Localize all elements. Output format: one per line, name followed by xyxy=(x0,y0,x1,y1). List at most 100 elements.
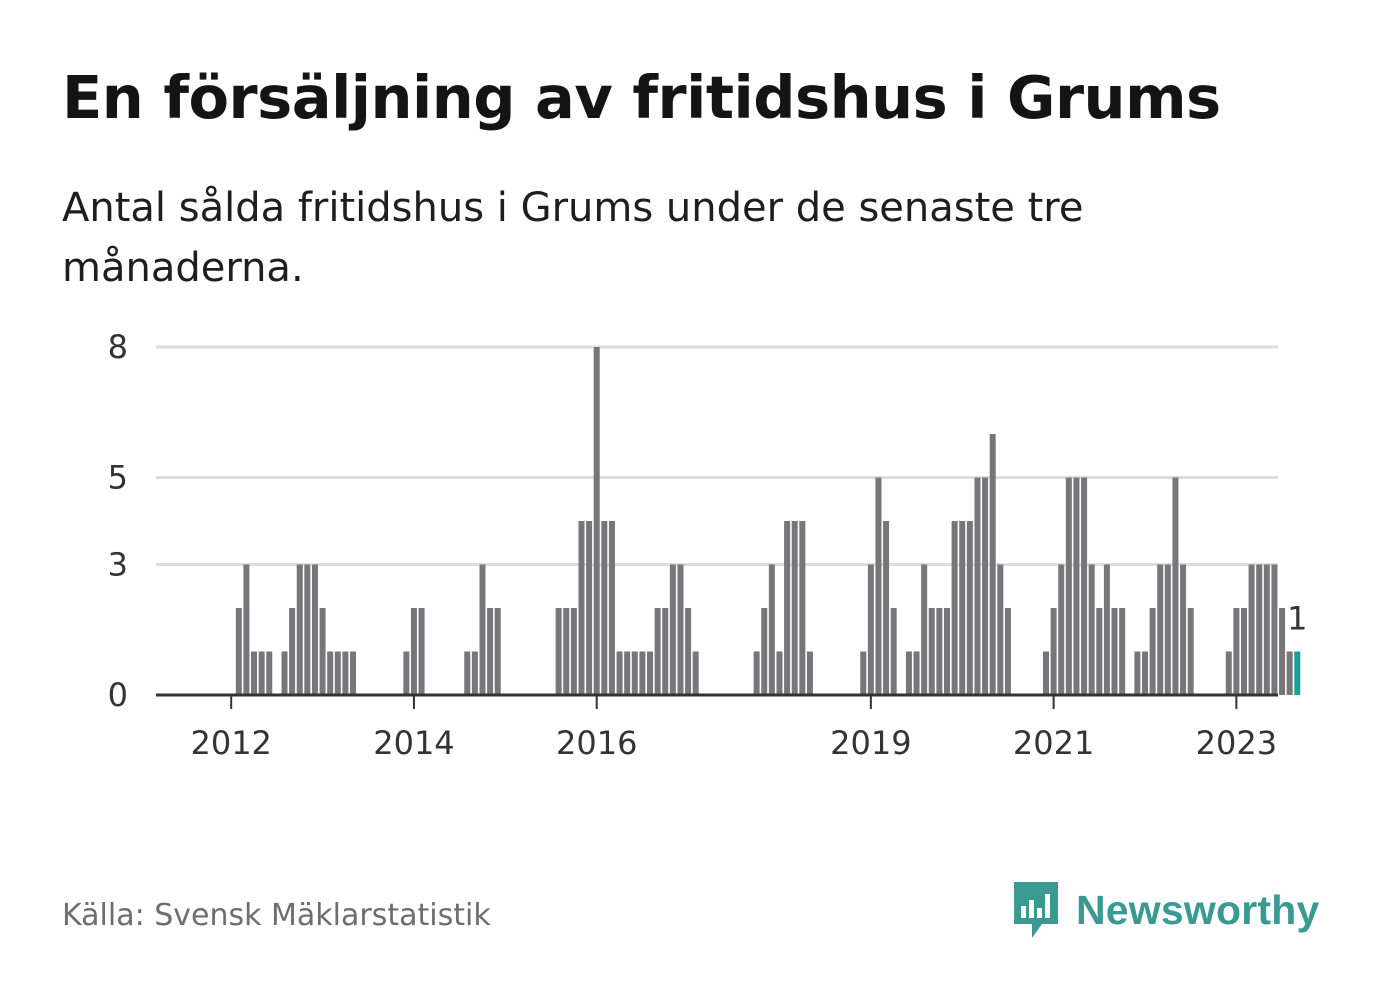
x-tick-label: 2023 xyxy=(1196,724,1277,762)
bar xyxy=(1240,608,1247,695)
y-tick-label: 3 xyxy=(108,546,128,584)
bar xyxy=(905,651,912,695)
bar xyxy=(235,608,242,695)
y-tick-label: 0 xyxy=(108,676,128,714)
bar xyxy=(1180,564,1187,695)
bar xyxy=(578,521,585,695)
bar xyxy=(418,608,425,695)
chart-subtitle: Antal sålda fritidshus i Grums under de … xyxy=(62,185,1084,291)
bar xyxy=(654,608,661,695)
bar xyxy=(959,521,966,695)
bar xyxy=(1286,651,1293,695)
bar xyxy=(989,434,996,695)
bar xyxy=(1058,564,1065,695)
bar xyxy=(281,651,288,695)
bar xyxy=(1004,608,1011,695)
bar xyxy=(296,564,303,695)
bar xyxy=(593,347,600,695)
bar xyxy=(570,608,577,695)
bar xyxy=(982,477,989,695)
bar xyxy=(266,651,273,695)
bar xyxy=(624,651,631,695)
bar xyxy=(251,651,258,695)
bar xyxy=(1111,608,1118,695)
bar xyxy=(258,651,265,695)
source-note: Källa: Svensk Mäklarstatistik xyxy=(62,898,491,933)
bar xyxy=(944,608,950,695)
bar xyxy=(410,608,417,695)
bar xyxy=(601,521,608,695)
bar xyxy=(319,608,326,695)
newsworthy-logo: Newsworthy xyxy=(1010,878,1320,942)
bar xyxy=(1271,564,1278,695)
bar xyxy=(692,651,699,695)
bar xyxy=(936,608,943,695)
bar xyxy=(1103,564,1110,695)
bar xyxy=(1088,564,1095,695)
bar xyxy=(1134,651,1141,695)
bar xyxy=(966,521,973,695)
chart-title: En försäljning av fritidshus i Grums xyxy=(62,63,1221,132)
bar xyxy=(662,608,669,695)
bar xyxy=(1042,651,1049,695)
bar xyxy=(342,651,349,695)
bar xyxy=(768,564,775,695)
x-tick-label: 2019 xyxy=(830,724,911,762)
bar-chart: 0 3 5 8 2012 2014 2016 2019 2021 2023 1 xyxy=(108,328,1311,762)
bar xyxy=(487,608,494,695)
bar xyxy=(403,651,410,695)
bar xyxy=(776,651,783,695)
bar xyxy=(1073,477,1080,695)
logo-text: Newsworthy xyxy=(1076,886,1320,933)
bar xyxy=(616,651,623,695)
x-tick-label: 2014 xyxy=(373,724,454,762)
bar xyxy=(997,564,1004,695)
bar xyxy=(1065,477,1072,695)
bar xyxy=(951,521,958,695)
bar xyxy=(1263,564,1270,695)
labels: 0 3 5 8 2012 2014 2016 2019 2021 2023 1 xyxy=(108,328,1311,762)
bar xyxy=(799,521,806,695)
bar xyxy=(563,608,570,695)
bar xyxy=(1149,608,1156,695)
bar xyxy=(555,608,562,695)
axes xyxy=(156,693,1278,709)
bar xyxy=(311,564,318,695)
bar xyxy=(1141,651,1148,695)
last-value-label: 1 xyxy=(1287,600,1307,638)
bar xyxy=(1164,564,1171,695)
bar xyxy=(327,651,334,695)
bar xyxy=(1119,608,1126,695)
bar xyxy=(1050,608,1057,695)
bar-chart-icon xyxy=(1014,882,1058,938)
bar xyxy=(1187,608,1194,695)
bar xyxy=(631,651,638,695)
bar xyxy=(1279,608,1286,695)
bar xyxy=(1096,608,1103,695)
bar xyxy=(784,521,791,695)
bar xyxy=(1157,564,1164,695)
bar xyxy=(890,608,897,695)
bar xyxy=(1256,564,1263,695)
bar xyxy=(761,608,768,695)
bar xyxy=(304,564,311,695)
gridlines xyxy=(156,345,1278,566)
bar xyxy=(860,651,867,695)
bar xyxy=(913,651,920,695)
bar xyxy=(883,521,890,695)
bars xyxy=(235,347,1301,695)
bar xyxy=(243,564,250,695)
bar xyxy=(334,651,341,695)
bar xyxy=(464,651,471,695)
bar xyxy=(806,651,813,695)
bar xyxy=(974,477,981,695)
y-tick-label: 5 xyxy=(108,459,128,497)
bar xyxy=(677,564,684,695)
bar xyxy=(875,477,882,695)
bar xyxy=(608,521,615,695)
highlighted-bar xyxy=(1294,651,1301,695)
bar xyxy=(350,651,357,695)
bar xyxy=(1081,477,1088,695)
bar xyxy=(1225,651,1232,695)
bar xyxy=(685,608,692,695)
